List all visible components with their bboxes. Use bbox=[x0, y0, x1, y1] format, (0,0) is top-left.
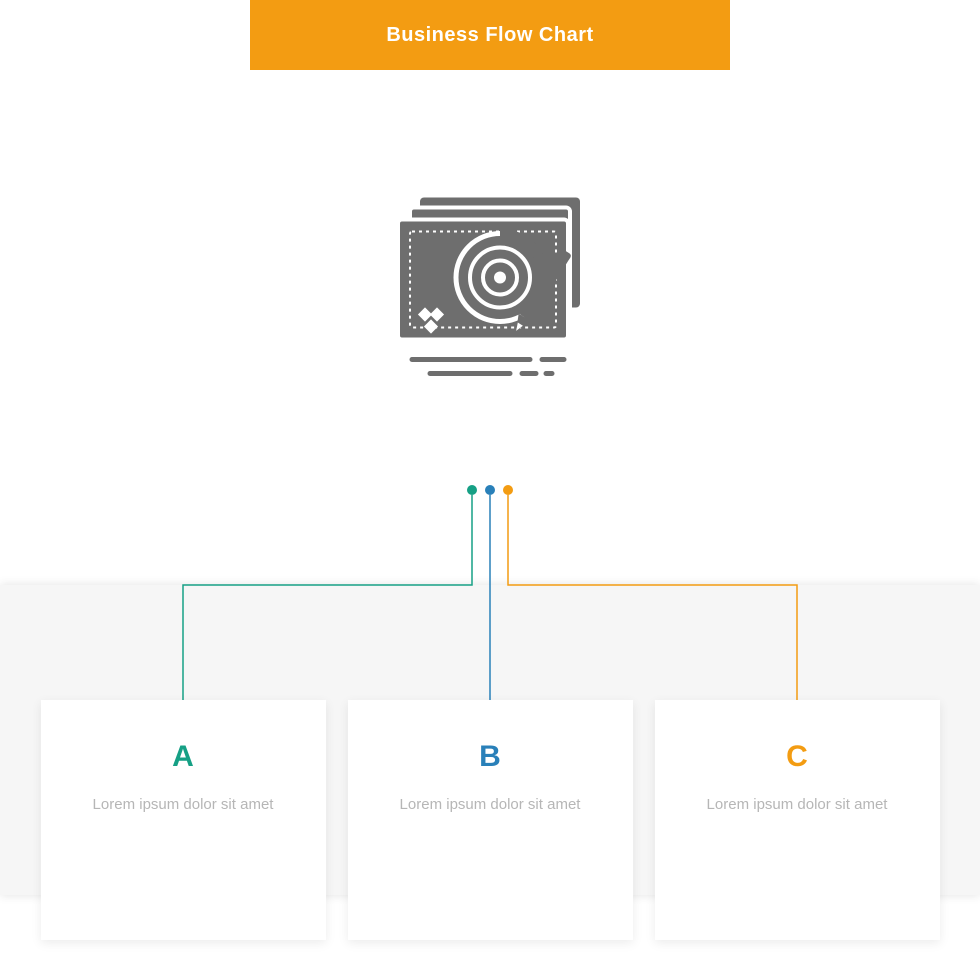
design-disc-icon bbox=[360, 188, 620, 413]
header-title: Business Flow Chart bbox=[386, 24, 593, 47]
card-text: Lorem ipsum dolor sit amet bbox=[378, 794, 603, 817]
cards-row: A Lorem ipsum dolor sit amet B Lorem ipsum … bbox=[0, 700, 980, 940]
card-c: C Lorem ipsum dolor sit amet bbox=[655, 700, 940, 940]
card-a: A Lorem ipsum dolor sit amet bbox=[41, 700, 326, 940]
card-text: Lorem ipsum dolor sit amet bbox=[71, 794, 296, 817]
card-letter: C bbox=[685, 740, 910, 774]
card-letter: B bbox=[378, 740, 603, 774]
header-bar: Business Flow Chart bbox=[250, 0, 730, 70]
card-letter: A bbox=[71, 740, 296, 774]
card-b: B Lorem ipsum dolor sit amet bbox=[348, 700, 633, 940]
card-text: Lorem ipsum dolor sit amet bbox=[685, 794, 910, 817]
